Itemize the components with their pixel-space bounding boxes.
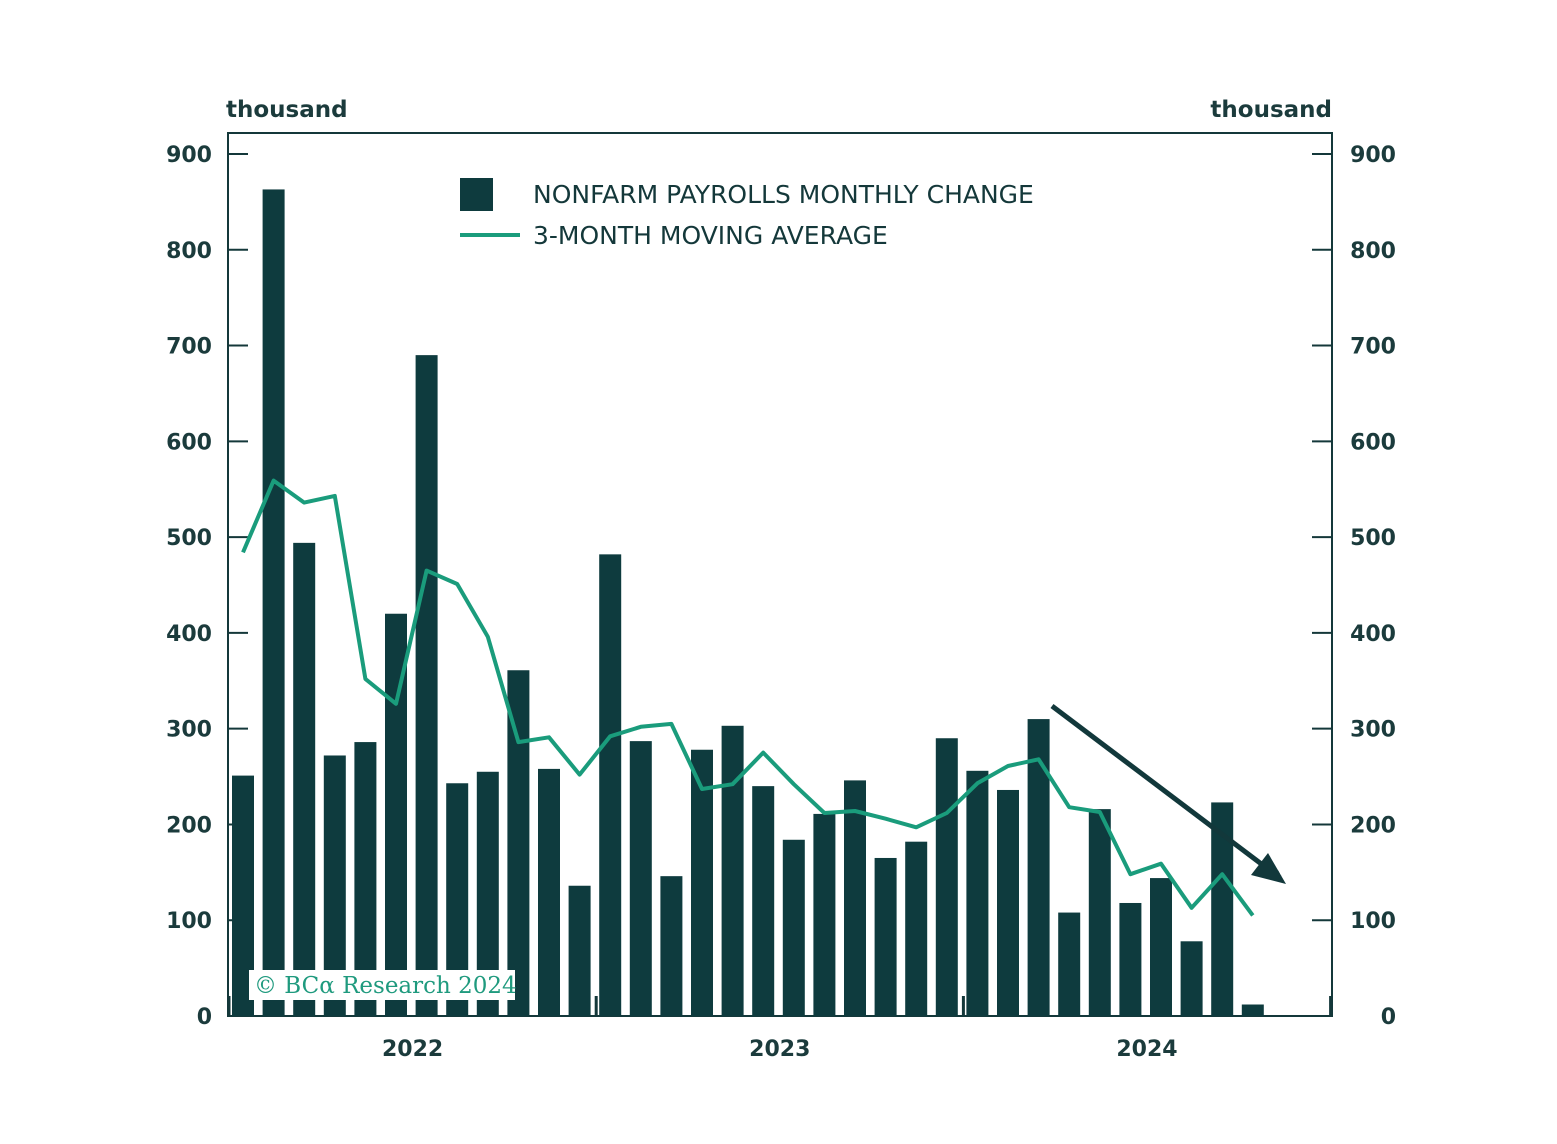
moving-average-line <box>241 478 1255 917</box>
left-y-tick-label: 400 <box>166 622 212 647</box>
payrolls-bar <box>415 355 438 1017</box>
right-y-tick-label: 700 <box>1350 335 1396 360</box>
right-y-tick-label: 800 <box>1350 239 1396 264</box>
left-y-tick-label: 600 <box>166 430 212 455</box>
payrolls-bar <box>691 749 713 1016</box>
plot-frame <box>227 132 1333 1017</box>
left-y-tick-label: 0 <box>197 1005 212 1030</box>
x-year-label: 2022 <box>382 1037 443 1062</box>
payrolls-bar <box>966 770 989 1016</box>
right-y-tick-label: 200 <box>1350 813 1396 838</box>
payrolls-bars <box>232 189 1264 1017</box>
payrolls-bar <box>323 755 346 1016</box>
right-y-tick-label: 500 <box>1350 526 1396 551</box>
legend-bar-label: NONFARM PAYROLLS MONTHLY CHANGE <box>533 180 1034 209</box>
left-y-tick-label: 300 <box>166 718 212 743</box>
payrolls-bar <box>1088 809 1111 1016</box>
payrolls-bar <box>568 885 591 1016</box>
payrolls-bar <box>813 813 836 1016</box>
copyright-text: © BCα Research 2024 <box>254 973 517 999</box>
payrolls-bar <box>905 841 928 1016</box>
right-y-tick-label: 100 <box>1350 909 1396 934</box>
payrolls-bar <box>1058 912 1081 1016</box>
left-y-tick-label: 100 <box>166 909 212 934</box>
payrolls-bar <box>1211 802 1234 1016</box>
x-year-label: 2023 <box>749 1037 810 1062</box>
left-y-tick-label: 200 <box>166 813 212 838</box>
legend-bar-swatch <box>460 178 493 211</box>
payrolls-bar <box>507 670 530 1016</box>
payrolls-bar <box>660 876 683 1016</box>
x-year-label: 2024 <box>1116 1037 1177 1062</box>
payrolls-bar <box>844 780 866 1016</box>
payrolls-bar <box>538 768 560 1016</box>
payrolls-bar <box>446 783 469 1016</box>
right-y-tick-label: 300 <box>1350 718 1396 743</box>
trend-arrow <box>1050 704 1284 881</box>
payrolls-bar <box>599 554 622 1016</box>
right-y-tick-label: 0 <box>1381 1005 1396 1030</box>
left-y-tick-label: 500 <box>166 526 212 551</box>
copyright-background <box>249 970 515 1000</box>
payrolls-bar <box>1027 719 1050 1016</box>
right-y-tick-label: 900 <box>1350 143 1396 168</box>
right-y-axis: 0 100 200 300 400 500 600 700 800 900 <box>1312 143 1396 1030</box>
payrolls-bar <box>1241 1004 1264 1016</box>
left-unit-label: thousand <box>226 97 348 123</box>
payrolls-bar <box>721 725 744 1016</box>
payrolls-bar <box>476 771 499 1016</box>
plot-border <box>227 132 1333 1017</box>
payrolls-bar <box>1119 902 1142 1016</box>
payrolls-bar <box>293 542 316 1016</box>
right-unit-label: thousand <box>1210 97 1332 123</box>
payrolls-bar <box>385 613 407 1016</box>
payrolls-bar <box>997 789 1019 1016</box>
moving-average-layer <box>241 478 1255 917</box>
x-axis: 2022 2023 2024 <box>227 996 1333 1062</box>
payrolls-bar <box>1180 941 1203 1016</box>
left-y-tick-label: 900 <box>166 143 212 168</box>
left-y-tick-label: 800 <box>166 239 212 264</box>
payrolls-bar <box>232 775 254 1016</box>
payrolls-bar <box>874 857 897 1016</box>
left-y-tick-label: 700 <box>166 335 212 360</box>
payrolls-bar <box>629 741 652 1016</box>
payrolls-bar <box>262 189 285 1017</box>
payrolls-bar <box>782 839 805 1016</box>
right-y-tick-label: 400 <box>1350 622 1396 647</box>
legend-line-label: 3-MONTH MOVING AVERAGE <box>533 221 888 250</box>
payrolls-bar <box>752 786 775 1016</box>
left-y-axis: 0 100 200 300 400 500 600 700 800 900 <box>166 143 248 1030</box>
payrolls-bar <box>1150 878 1172 1016</box>
right-y-tick-label: 600 <box>1350 430 1396 455</box>
payrolls-bar <box>354 742 377 1016</box>
trend-arrow-head <box>1251 853 1286 884</box>
payrolls-bar <box>935 738 958 1016</box>
legend: NONFARM PAYROLLS MONTHLY CHANGE 3-MONTH … <box>460 178 1034 250</box>
